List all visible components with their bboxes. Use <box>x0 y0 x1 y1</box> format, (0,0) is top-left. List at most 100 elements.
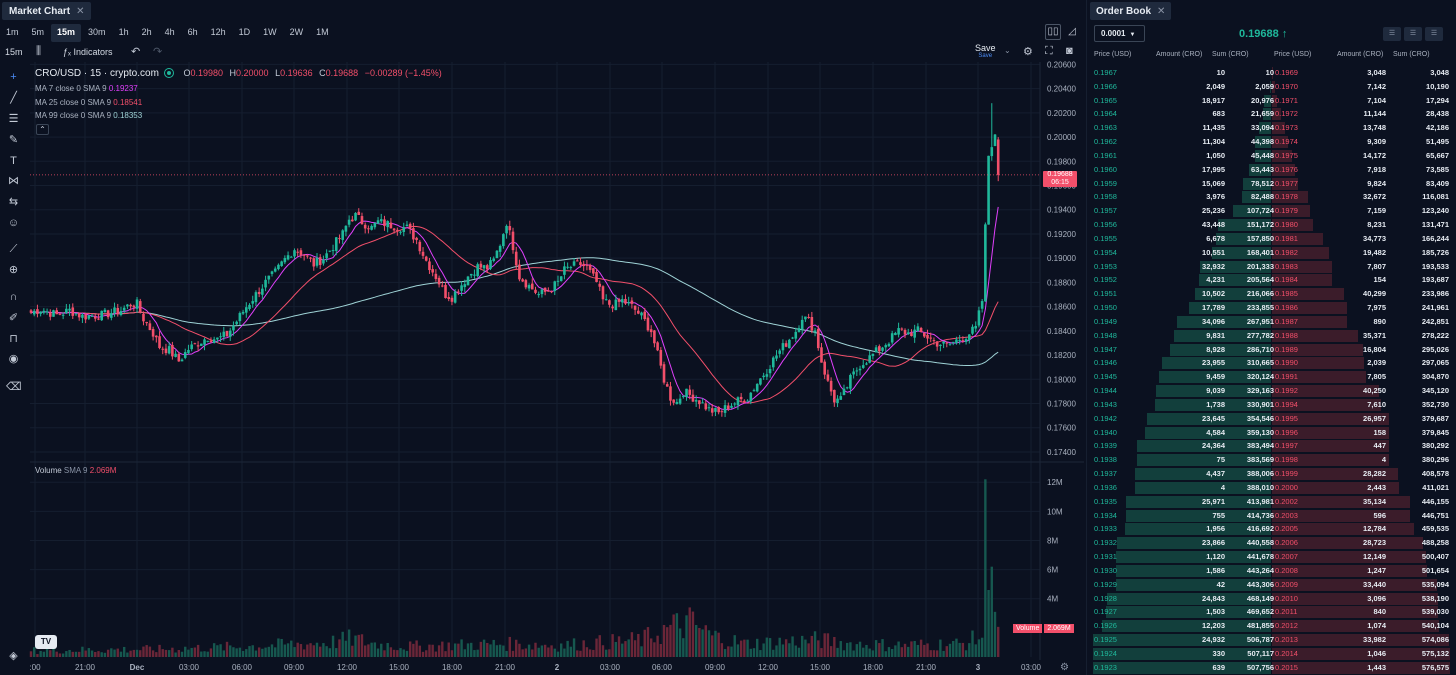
order-book-row[interactable]: 0.1934 755 414,736 0.2003 596 446,751 <box>1091 509 1453 523</box>
layers-icon[interactable]: ◈ <box>9 650 18 662</box>
precision-select[interactable]: 0.0001 ▼ <box>1094 25 1145 42</box>
market-chart-tab[interactable]: Market Chart ✕ <box>2 2 91 20</box>
ruler-icon[interactable]: ⟋ <box>9 243 18 255</box>
order-book-row[interactable]: 0.1927 1,503 469,652 0.2011 840 539,030 <box>1091 605 1453 619</box>
order-book-row[interactable]: 0.1939 24,364 383,494 0.1997 447 380,292 <box>1091 439 1453 453</box>
order-book-row[interactable]: 0.1955 6,678 157,850 0.1981 34,773 166,244 <box>1091 232 1453 246</box>
order-book-row[interactable]: 0.1954 10,551 168,401 0.1982 19,482 185,726 <box>1091 246 1453 260</box>
save-menu-chevron-icon[interactable]: ⌄ <box>1004 46 1011 55</box>
interval-5m[interactable]: 5m <box>31 27 45 37</box>
zoom-icon[interactable]: ⊕ <box>8 264 19 276</box>
candles-style-icon[interactable]: ▯▯ <box>1045 24 1061 40</box>
order-book-row[interactable]: 0.1933 1,956 416,692 0.2005 12,784 459,535 <box>1091 522 1453 536</box>
interval-30m[interactable]: 30m <box>88 27 106 37</box>
order-book-row[interactable]: 0.1925 24,932 506,787 0.2013 33,982 574,086 <box>1091 633 1453 647</box>
redo-icon[interactable]: ↷ <box>153 46 163 58</box>
order-book-row[interactable]: 0.1950 17,789 233,855 0.1986 7,975 241,961 <box>1091 301 1453 315</box>
interval-2h[interactable]: 2h <box>141 27 152 37</box>
interval-6h[interactable]: 6h <box>187 27 198 37</box>
order-book-tab[interactable]: Order Book ✕ <box>1090 2 1172 20</box>
order-book-row[interactable]: 0.1963 11,435 33,094 0.1973 13,748 42,186 <box>1091 121 1453 135</box>
interval-1m[interactable]: 1m <box>6 27 19 37</box>
close-icon[interactable]: ✕ <box>1157 6 1166 17</box>
timeframe-button[interactable]: 15m <box>5 47 23 57</box>
both-sides-view-icon[interactable]: ☰ <box>1383 27 1401 41</box>
undo-icon[interactable]: ↶ <box>131 46 141 58</box>
camera-icon[interactable]: ◙ <box>1066 45 1073 57</box>
magnet-icon[interactable]: ∩ <box>9 291 18 303</box>
order-book-row[interactable]: 0.1924 330 507,117 0.2014 1,046 575,132 <box>1091 647 1453 661</box>
order-book-row[interactable]: 0.1930 1,586 443,264 0.2008 1,247 501,654 <box>1091 564 1453 578</box>
fullscreen-icon[interactable]: ⛶ <box>1045 45 1053 57</box>
axis-settings-icon[interactable]: ⚙ <box>1060 662 1069 673</box>
order-book-row[interactable]: 0.1936 4 388,010 0.2000 2,443 411,021 <box>1091 481 1453 495</box>
order-book-row[interactable]: 0.1931 1,120 441,678 0.2007 12,149 500,407 <box>1091 550 1453 564</box>
order-book-row[interactable]: 0.1957 25,236 107,724 0.1979 7,159 123,240 <box>1091 204 1453 218</box>
order-book-row[interactable]: 0.1961 1,050 45,448 0.1975 14,172 65,667 <box>1091 149 1453 163</box>
order-book-row[interactable]: 0.1964 683 21,659 0.1972 11,144 28,438 <box>1091 107 1453 121</box>
tradingview-logo[interactable]: TV <box>35 635 57 649</box>
interval-1h[interactable]: 1h <box>118 27 129 37</box>
order-book-row[interactable]: 0.1926 12,203 481,855 0.2012 1,074 540,104 <box>1091 619 1453 633</box>
lock-drawing-icon[interactable]: ✐ <box>8 312 19 324</box>
interval-1W[interactable]: 1W <box>263 27 277 37</box>
order-book-row[interactable]: 0.1952 4,231 205,564 0.1984 154 193,687 <box>1091 273 1453 287</box>
forecast-icon[interactable]: ⇆ <box>8 196 19 208</box>
order-book-row[interactable]: 0.1923 639 507,756 0.2015 1,443 576,575 <box>1091 661 1453 675</box>
order-book-row[interactable]: 0.1962 11,304 44,398 0.1974 9,309 51,495 <box>1091 135 1453 149</box>
order-book-row[interactable]: 0.1953 32,932 201,333 0.1983 7,807 193,533 <box>1091 260 1453 274</box>
price-chart[interactable]: 0.20600 0.20400 0.20200 0.20000 0.19800 0.196… <box>0 0 1084 675</box>
order-book-row[interactable]: 0.1967 10 10 0.1969 3,048 3,048 <box>1091 66 1453 80</box>
candle-type-icon[interactable]: ⫼ <box>36 45 42 57</box>
pattern-icon[interactable]: ⋈ <box>8 175 19 187</box>
order-book-row[interactable]: 0.1942 23,645 354,546 0.1995 26,957 379,687 <box>1091 412 1453 426</box>
interval-12h[interactable]: 12h <box>210 27 226 37</box>
area-style-icon[interactable]: ◿ <box>1068 26 1076 37</box>
trash-icon[interactable]: ⌫ <box>6 381 22 393</box>
order-book-row[interactable]: 0.1958 3,976 82,488 0.1978 32,672 116,081 <box>1091 190 1453 204</box>
order-book-row[interactable]: 0.1937 4,437 388,006 0.1999 28,282 408,578 <box>1091 467 1453 481</box>
order-book-row[interactable]: 0.1948 9,831 277,782 0.1988 35,371 278,222 <box>1091 329 1453 343</box>
bids-view-icon[interactable]: ☰ <box>1404 27 1422 41</box>
order-book-row[interactable]: 0.1947 8,928 286,710 0.1989 16,804 295,026 <box>1091 343 1453 357</box>
order-book-row[interactable]: 0.1929 42 443,306 0.2009 33,440 535,094 <box>1091 578 1453 592</box>
interval-1D[interactable]: 1D <box>238 27 251 37</box>
text-icon[interactable]: T <box>10 155 17 167</box>
close-icon[interactable]: ✕ <box>76 6 85 17</box>
order-book-row[interactable]: 0.1956 43,448 151,172 0.1980 8,231 131,471 <box>1091 218 1453 232</box>
interval-1M[interactable]: 1M <box>316 27 329 37</box>
asks-view-icon[interactable]: ☰ <box>1425 27 1443 41</box>
ma25-legend[interactable]: MA 25 close 0 SMA 9 0.18541 <box>35 98 142 107</box>
eye-icon[interactable]: ◉ <box>8 353 19 365</box>
ma99-legend[interactable]: MA 99 close 0 SMA 9 0.18353 <box>35 111 142 120</box>
order-book-row[interactable]: 0.1960 17,995 63,443 0.1976 7,918 73,585 <box>1091 163 1453 177</box>
order-book-row[interactable]: 0.1944 9,039 329,163 0.1992 40,250 345,120 <box>1091 384 1453 398</box>
interval-2W[interactable]: 2W <box>289 27 304 37</box>
order-book-row[interactable]: 0.1946 23,955 310,665 0.1990 2,039 297,065 <box>1091 356 1453 370</box>
emoji-icon[interactable]: ☺ <box>7 217 20 229</box>
order-book-row[interactable]: 0.1938 75 383,569 0.1998 4 380,296 <box>1091 453 1453 467</box>
interval-15m[interactable]: 15m <box>51 24 82 42</box>
brush-icon[interactable]: ✎ <box>8 134 19 146</box>
order-book-row[interactable]: 0.1951 10,502 216,066 0.1985 40,299 233,986 <box>1091 287 1453 301</box>
order-book-row[interactable]: 0.1965 18,917 20,976 0.1971 7,104 17,294 <box>1091 94 1453 108</box>
order-book-row[interactable]: 0.1959 15,069 78,512 0.1977 9,824 83,409 <box>1091 177 1453 191</box>
trendline-icon[interactable]: ╱ <box>10 92 17 104</box>
save-button[interactable]: Save Save <box>975 44 996 60</box>
fib-icon[interactable]: ☰ <box>8 113 19 125</box>
settings-icon[interactable]: ⚙ <box>1023 46 1033 58</box>
order-book-row[interactable]: 0.1945 9,459 320,124 0.1991 7,805 304,870 <box>1091 370 1453 384</box>
indicators-button[interactable]: ƒₓ Indicators <box>63 47 113 57</box>
order-book-row[interactable]: 0.1935 25,971 413,981 0.2002 35,134 446,155 <box>1091 495 1453 509</box>
order-book-row[interactable]: 0.1943 1,738 330,901 0.1994 7,610 352,730 <box>1091 398 1453 412</box>
order-book-row[interactable]: 0.1949 34,096 267,951 0.1987 890 242,851 <box>1091 315 1453 329</box>
collapse-legend-chevron-icon[interactable]: ⌃ <box>36 124 49 135</box>
order-book-row[interactable]: 0.1932 23,866 440,558 0.2006 28,723 488,258 <box>1091 536 1453 550</box>
crosshair-icon[interactable]: + <box>10 71 17 83</box>
interval-4h[interactable]: 4h <box>164 27 175 37</box>
lock-icon[interactable]: ⊓ <box>9 333 18 345</box>
order-book-row[interactable]: 0.1966 2,049 2,059 0.1970 7,142 10,190 <box>1091 80 1453 94</box>
order-book-row[interactable]: 0.1940 4,584 359,130 0.1996 158 379,845 <box>1091 426 1453 440</box>
order-book-row[interactable]: 0.1928 24,843 468,149 0.2010 3,096 538,190 <box>1091 592 1453 606</box>
ma7-legend[interactable]: MA 7 close 0 SMA 9 0.19237 <box>35 84 138 93</box>
